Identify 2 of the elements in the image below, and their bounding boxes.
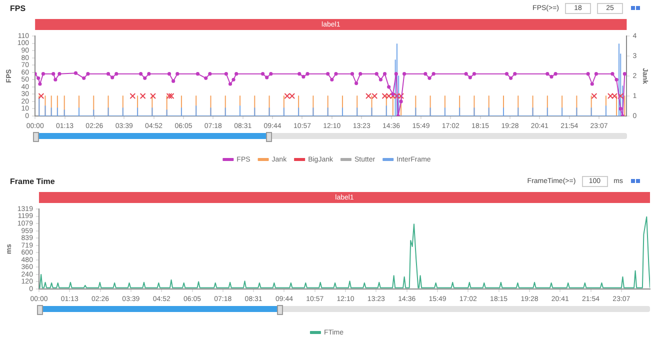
chart-title: FPS (10, 4, 26, 12)
chart-title: Frame Time (10, 176, 55, 186)
